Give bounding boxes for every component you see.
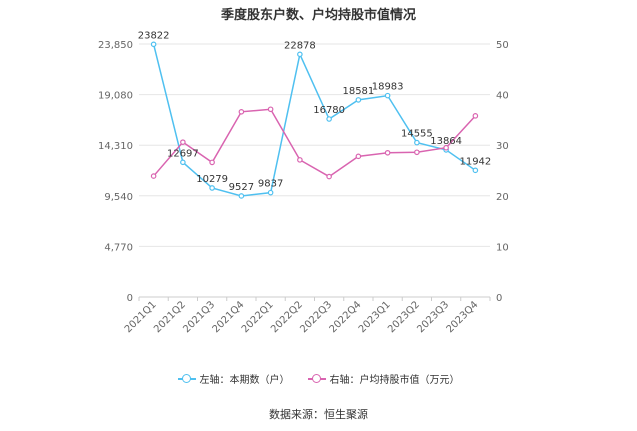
chart-title: 季度股东户数、户均持股市值情况 bbox=[220, 8, 416, 23]
data-label: 9837 bbox=[258, 179, 283, 190]
left-tick-label: 9,540 bbox=[104, 192, 133, 203]
x-tick-label: 2023Q4 bbox=[445, 299, 481, 335]
data-point bbox=[472, 167, 479, 174]
data-label: 10279 bbox=[196, 174, 228, 185]
data-point bbox=[180, 139, 186, 145]
data-point bbox=[472, 113, 479, 119]
legend-label-left: 左轴：本期数（户） bbox=[199, 375, 290, 386]
data-point bbox=[267, 189, 274, 196]
legend-item-right[interactable]: 右轴：户均持股市值（万元） bbox=[307, 371, 460, 386]
data-point bbox=[150, 41, 157, 48]
data-point bbox=[384, 92, 391, 99]
right-tick-label: 10 bbox=[496, 242, 509, 253]
left-tick-label: 4,770 bbox=[104, 242, 133, 253]
left-tick-label: 23,850 bbox=[98, 40, 133, 51]
data-point bbox=[209, 159, 215, 166]
chart-legend: 左轴：本期数（户） 右轴：户均持股市值（万元） bbox=[0, 371, 637, 386]
data-point bbox=[384, 149, 391, 156]
data-point bbox=[150, 173, 157, 179]
data-point bbox=[238, 109, 245, 115]
data-point bbox=[238, 193, 245, 199]
data-point bbox=[355, 97, 362, 103]
legend-marker-right bbox=[307, 373, 326, 384]
data-label: 14555 bbox=[401, 129, 433, 140]
left-tick-label: 14,310 bbox=[98, 141, 133, 152]
right-tick-label: 20 bbox=[496, 192, 509, 203]
data-point bbox=[297, 51, 303, 58]
right-tick-label: 50 bbox=[496, 40, 509, 51]
right-tick-label: 30 bbox=[496, 141, 509, 152]
data-point bbox=[297, 157, 303, 163]
data-point bbox=[326, 173, 332, 180]
legend-item-left[interactable]: 左轴：本期数（户） bbox=[177, 371, 290, 386]
data-point bbox=[414, 149, 420, 156]
data-label: 12697 bbox=[167, 148, 199, 159]
data-source: 数据来源：恒生聚源 bbox=[269, 408, 368, 421]
data-label: 18581 bbox=[342, 86, 374, 97]
data-label: 18983 bbox=[372, 82, 404, 93]
right-tick-label: 40 bbox=[496, 91, 509, 102]
data-point bbox=[355, 153, 362, 160]
data-label: 9527 bbox=[229, 182, 254, 193]
data-label: 16780 bbox=[313, 105, 345, 116]
series-line-holding-value bbox=[153, 108, 476, 178]
data-point bbox=[414, 139, 420, 146]
data-point bbox=[443, 144, 449, 151]
data-label: 13864 bbox=[430, 136, 462, 147]
series-line-shareholders bbox=[152, 44, 476, 197]
data-label: 22878 bbox=[284, 40, 316, 51]
left-tick-label: 19,080 bbox=[98, 91, 133, 102]
legend-marker-left bbox=[177, 373, 196, 384]
data-point bbox=[180, 159, 186, 166]
data-label: 11942 bbox=[459, 156, 491, 167]
right-tick-label: 0 bbox=[496, 293, 502, 304]
data-label: 23822 bbox=[138, 30, 170, 41]
left-tick-label: 0 bbox=[127, 293, 133, 304]
data-point bbox=[209, 185, 215, 191]
legend-label-right: 右轴：户均持股市值（万元） bbox=[329, 375, 460, 386]
data-point bbox=[267, 106, 274, 113]
data-point bbox=[326, 116, 332, 122]
